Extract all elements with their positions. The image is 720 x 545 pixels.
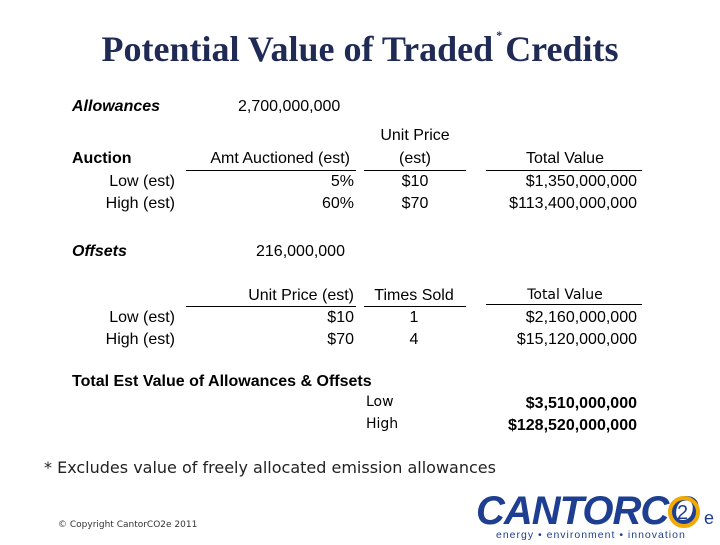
auction-row-high-label: High (est) — [105, 195, 175, 212]
offsets-row-low-total: $2,160,000,000 — [525, 309, 637, 326]
copyright: © Copyright CantorCO2e 2011 — [58, 520, 198, 530]
auction-row-low-price: $10 — [401, 173, 429, 190]
auction-row-high-pct: 60% — [321, 195, 354, 212]
offsets-row-high-label: High (est) — [105, 331, 175, 348]
allowances-amount: 2,700,000,000 — [238, 98, 341, 115]
auction-row-high-price: $70 — [401, 195, 429, 212]
auction-row-low-pct: 5% — [330, 173, 354, 190]
title-tail: Credits — [505, 29, 619, 69]
auction-row-low-label: Low (est) — [109, 173, 175, 190]
title-main: Potential Value of Traded — [101, 29, 494, 69]
logo-tagline: energy • environment • innovation — [496, 529, 686, 540]
offsets-col-total: Total Value — [527, 287, 603, 303]
offsets-row-high-price: $70 — [327, 331, 354, 348]
auction-total-rule — [486, 170, 642, 171]
summary-low-label: Low — [366, 394, 394, 410]
logo-word: CANTORCO — [476, 489, 699, 533]
auction-row-high-total: $113,400,000,000 — [509, 195, 637, 212]
offsets-total-rule — [486, 304, 642, 305]
offsets-amount: 216,000,000 — [256, 243, 345, 260]
auction-label: Auction — [72, 150, 132, 167]
auction-col-price-line2: (est) — [399, 150, 431, 167]
summary-high-label: High — [366, 416, 399, 432]
auction-price-rule — [364, 170, 466, 171]
auction-col-total: Total Value — [526, 150, 604, 167]
logo-e: e — [704, 508, 714, 528]
summary-low-value: $3,510,000,000 — [525, 395, 637, 412]
logo-ring — [668, 496, 700, 528]
offsets-row-high-times: 4 — [409, 331, 419, 348]
offsets-col-price: Unit Price (est) — [248, 287, 354, 304]
offsets-label: Offsets — [72, 243, 127, 260]
slide-title: Potential Value of Traded *Credits — [0, 28, 720, 70]
auction-col-amt: Amt Auctioned (est) — [210, 150, 350, 167]
logo-graphic: CANTORCO 2 e energy • environment • inno… — [476, 489, 714, 541]
offsets-price-rule — [186, 306, 356, 307]
offsets-row-low-price: $10 — [327, 309, 354, 326]
offsets-col-times: Times Sold — [374, 287, 454, 304]
auction-col-price-line1: Unit Price — [380, 127, 450, 144]
auction-row-low-total: $1,350,000,000 — [525, 173, 637, 190]
cantor-co2e-logo: CANTORCO 2 e energy • environment • inno… — [474, 488, 720, 541]
offsets-row-low-times: 1 — [409, 309, 419, 326]
allowances-label: Allowances — [72, 98, 161, 115]
summary-label: Total Est Value of Allowances & Offsets — [72, 373, 372, 390]
summary-high-value: $128,520,000,000 — [507, 417, 637, 434]
offsets-times-rule — [364, 306, 466, 307]
offsets-row-low-label: Low (est) — [109, 309, 175, 326]
title-asterisk: * — [496, 28, 503, 42]
logo-sub: 2 — [677, 502, 688, 524]
offsets-row-high-total: $15,120,000,000 — [516, 331, 637, 348]
footnote: * Excludes value of freely allocated emi… — [44, 458, 496, 477]
auction-amt-rule — [186, 170, 356, 171]
